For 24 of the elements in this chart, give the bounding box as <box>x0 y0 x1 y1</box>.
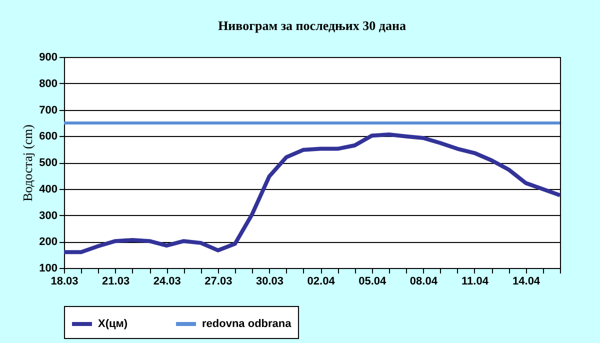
y-tick-label: 500 <box>39 157 58 169</box>
x-tick-label: 27.03 <box>204 276 232 288</box>
line-series <box>62 132 562 254</box>
y-tick-label: 900 <box>39 52 58 64</box>
x-tick-label: 11.04 <box>462 276 490 288</box>
x-tick-label: 30.03 <box>256 276 284 288</box>
y-tick-label: 600 <box>39 130 58 143</box>
legend-label: redovna odbrana <box>202 318 292 330</box>
y-tick-label: 400 <box>39 183 58 196</box>
y-tick-label: 800 <box>39 78 58 90</box>
x-tick-label: 05.04 <box>358 276 388 288</box>
x-tick-label: 21.03 <box>102 276 130 288</box>
y-tick-label: 700 <box>39 104 58 116</box>
y-axis-title: Водостај (cm) <box>20 124 36 202</box>
y-tick-label: 300 <box>39 210 58 222</box>
x-tick-label: 14.04 <box>512 276 541 288</box>
legend-label: X(цм) <box>98 318 128 330</box>
x-tick-label: 08.04 <box>410 276 438 288</box>
x-tick-label: 18.03 <box>50 276 78 288</box>
x-tick-label: 02.04 <box>307 276 336 288</box>
chart-title: Нивограм за последњих 30 дана <box>218 18 406 33</box>
y-tick-label: 200 <box>39 236 58 248</box>
x-tick-label: 24.03 <box>153 276 181 288</box>
y-tick-label: 100 <box>39 262 58 274</box>
